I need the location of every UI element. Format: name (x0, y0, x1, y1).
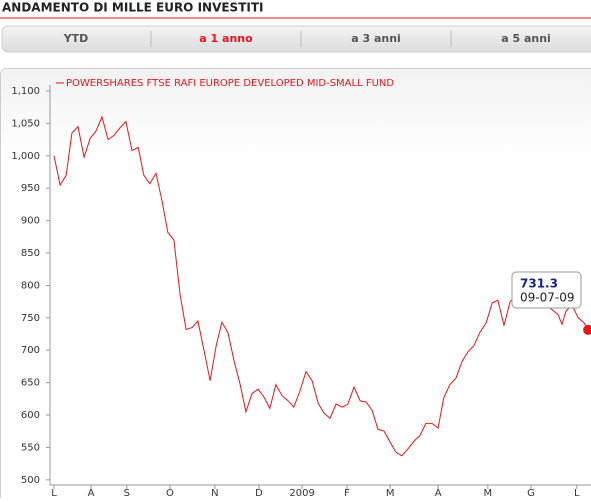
y-tick-label: 850 (21, 248, 40, 259)
y-tick-label: 750 (21, 313, 40, 324)
tooltip-date: 09-07-09 (520, 291, 574, 305)
x-tick-label: M (386, 488, 395, 498)
x-tick-label: G (527, 488, 535, 498)
y-tick-label: 600 (21, 410, 40, 421)
x-tick-label: F (344, 488, 350, 498)
y-tick-label: 800 (21, 280, 40, 291)
tab[interactable]: YTD (63, 32, 89, 45)
tab[interactable]: a 1 anno (199, 32, 253, 45)
y-tick-label: 1,050 (11, 118, 40, 129)
x-tick-label: O (166, 488, 174, 498)
x-tick-label: A (88, 488, 95, 498)
y-tick-label: 550 (21, 442, 40, 453)
y-tick-label: 500 (21, 475, 40, 486)
y-tick-label: 1,100 (11, 86, 40, 97)
page-title: ANDAMENTO DI MILLE EURO INVESTITI (2, 1, 264, 15)
x-tick-label: D (255, 488, 263, 498)
y-tick-label: 1,000 (11, 151, 40, 162)
y-tick-label: 650 (21, 378, 40, 389)
tab[interactable]: a 3 anni (351, 32, 401, 45)
y-tick-label: 700 (21, 345, 40, 356)
tab[interactable]: a 5 anni (501, 32, 551, 45)
x-tick-label: 2009 (289, 488, 314, 498)
tooltip-value: 731.3 (520, 277, 558, 291)
y-tick-label: 900 (21, 216, 40, 227)
x-tick-label: N (211, 488, 218, 498)
x-tick-label: S (124, 488, 130, 498)
chart-panel (1, 69, 591, 499)
x-tick-label: M (484, 488, 493, 498)
y-tick-label: 950 (21, 183, 40, 194)
x-tick-label: L (574, 488, 580, 498)
legend-label: POWERSHARES FTSE RAFI EUROPE DEVELOPED M… (66, 78, 394, 89)
x-tick-label: A (435, 488, 442, 498)
x-tick-label: L (51, 488, 57, 498)
